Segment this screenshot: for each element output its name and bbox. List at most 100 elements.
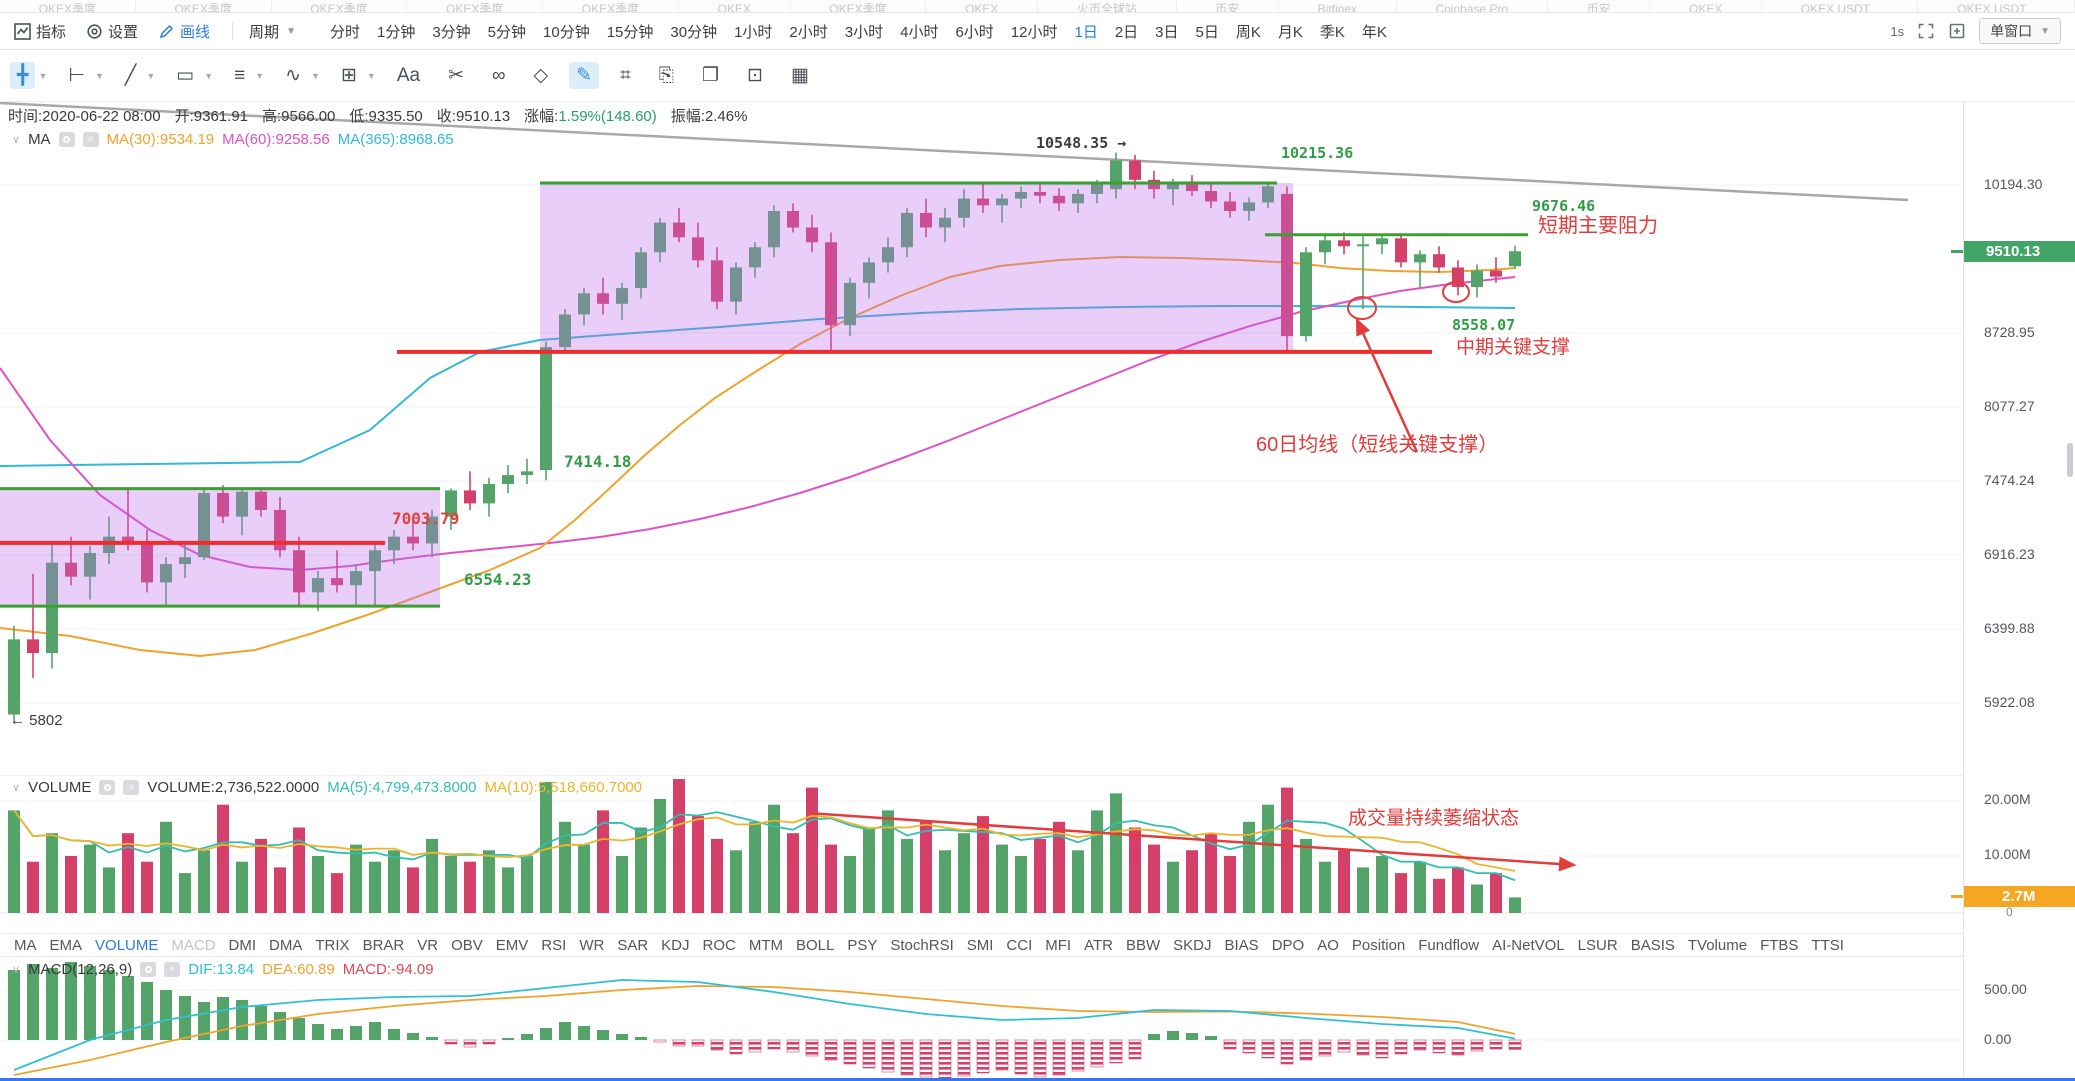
timeframe-5日[interactable]: 5日	[1195, 23, 1219, 41]
exchange-tab[interactable]: OKEX	[926, 0, 1039, 12]
indicator-tab-MTM[interactable]: MTM	[748, 936, 783, 954]
delete-tool-icon[interactable]: ▦	[790, 65, 809, 86]
timeframe-3小时[interactable]: 3小时	[844, 23, 884, 41]
indicator-tab-EMA[interactable]: EMA	[49, 936, 83, 954]
indicator-button[interactable]: 指标	[14, 21, 66, 42]
exchange-tab[interactable]: OKEX	[679, 0, 791, 12]
timeframe-2小时[interactable]: 2小时	[789, 23, 828, 41]
legend-gear-icon[interactable]	[58, 132, 75, 147]
crosshair-tool-icon[interactable]: ╋	[10, 62, 36, 89]
timeframe-6小时[interactable]: 6小时	[955, 23, 994, 41]
macd-chart[interactable]	[0, 957, 1963, 1078]
indicator-tab-TTSI[interactable]: TTSI	[1811, 936, 1844, 954]
indicator-tab-MACD[interactable]: MACD	[171, 936, 216, 954]
indicator-tab-StochRSI[interactable]: StochRSI	[890, 936, 954, 954]
axis-scrollbar-thumb[interactable]	[2067, 443, 2073, 477]
timeframe-15分钟[interactable]: 15分钟	[606, 23, 654, 41]
exchange-tab[interactable]: OKEX季度	[791, 0, 927, 12]
indicator-tab-Fundflow[interactable]: Fundflow	[1418, 936, 1480, 954]
legend-gear-icon[interactable]	[140, 962, 157, 977]
timeframe-2日[interactable]: 2日	[1114, 23, 1139, 41]
legend-close-icon[interactable]: ×	[82, 132, 99, 147]
link-tool-icon[interactable]: ∞	[491, 65, 506, 86]
timeframe-分时[interactable]: 分时	[329, 23, 360, 41]
indicator-tab-WR[interactable]: WR	[579, 936, 605, 954]
parallel-lines-tool-icon[interactable]: ≡	[234, 65, 246, 86]
shape-tool-icon[interactable]: ◇	[533, 65, 549, 86]
draw-button[interactable]: 画线	[158, 21, 210, 42]
indicator-tab-BOLL[interactable]: BOLL	[796, 936, 835, 954]
period-dropdown[interactable]: 周期 ▼	[249, 21, 296, 42]
exchange-tab[interactable]: Bitfinex	[1279, 0, 1397, 12]
segment-tool-icon[interactable]: ⊢	[68, 65, 85, 86]
exchange-tab[interactable]: OKEX季度	[0, 0, 136, 12]
indicator-tab-VR[interactable]: VR	[417, 936, 439, 954]
timeframe-年K[interactable]: 年K	[1361, 23, 1387, 41]
exchange-tab[interactable]: OKEX季度	[407, 0, 544, 12]
chevron-down-icon[interactable]: ▼	[255, 70, 265, 81]
position-grid-tool-icon[interactable]: ⊞	[340, 65, 357, 86]
indicator-tab-BASIS[interactable]: BASIS	[1630, 936, 1675, 954]
chevron-down-icon[interactable]: ▼	[38, 70, 48, 81]
rectangle-tool-icon[interactable]: ▭	[176, 65, 195, 86]
indicator-tab-CCI[interactable]: CCI	[1006, 936, 1033, 954]
chevron-down-icon[interactable]: ▼	[204, 70, 214, 81]
indicator-tab-BRAR[interactable]: BRAR	[362, 936, 405, 954]
indicator-tab-AO[interactable]: AO	[1317, 936, 1339, 954]
copy-tool-icon[interactable]: ❐	[701, 65, 720, 86]
trendline-tool-icon[interactable]: ╱	[124, 65, 137, 86]
indicator-tab-LSUR[interactable]: LSUR	[1577, 936, 1618, 954]
timeframe-4小时[interactable]: 4小时	[900, 23, 939, 41]
indicator-tab-EMV[interactable]: EMV	[495, 936, 529, 954]
exchange-tab[interactable]: OKEX USDT...	[1762, 0, 1919, 12]
legend-close-icon[interactable]: ×	[123, 780, 140, 795]
legend-close-icon[interactable]: ×	[164, 962, 181, 977]
legend-gear-icon[interactable]	[99, 780, 116, 795]
timeframe-1小时[interactable]: 1小时	[734, 23, 773, 41]
paste-tool-icon[interactable]: ⎘	[658, 65, 674, 86]
price-chart[interactable]	[0, 102, 1963, 775]
indicator-tab-BIAS[interactable]: BIAS	[1224, 936, 1259, 954]
bottom-scroll-bar[interactable]	[0, 1078, 2075, 1081]
indicator-tab-TVolume[interactable]: TVolume	[1687, 936, 1748, 954]
timeframe-3分钟[interactable]: 3分钟	[432, 23, 471, 41]
indicator-tab-AI-NetVOL[interactable]: AI-NetVOL	[1492, 936, 1565, 954]
chevron-down-icon[interactable]: ▼	[94, 70, 104, 81]
text-tool-icon[interactable]: Aa	[396, 65, 421, 86]
add-window-icon[interactable]	[1948, 22, 1966, 40]
exchange-tab[interactable]: 币安	[1177, 0, 1279, 12]
timeframe-1分钟[interactable]: 1分钟	[376, 23, 416, 41]
timeframe-季K[interactable]: 季K	[1319, 23, 1345, 41]
wave-tool-icon[interactable]: ∿	[285, 65, 302, 86]
indicator-tab-KDJ[interactable]: KDJ	[661, 936, 690, 954]
indicator-tab-FTBS[interactable]: FTBS	[1760, 936, 1799, 954]
indicator-tab-ATR[interactable]: ATR	[1084, 936, 1113, 954]
indicator-tab-Position[interactable]: Position	[1351, 936, 1406, 954]
indicator-tab-SAR[interactable]: SAR	[617, 936, 649, 954]
indicator-tab-ROC[interactable]: ROC	[702, 936, 736, 954]
indicator-tab-MA[interactable]: MA	[14, 936, 37, 954]
settings-button[interactable]: 设置	[86, 21, 138, 42]
pencil-tool-icon[interactable]: ✎	[569, 62, 600, 89]
fullscreen-icon[interactable]	[1917, 22, 1935, 40]
exchange-tab[interactable]: OKEX	[1650, 0, 1763, 12]
indicator-tab-PSY[interactable]: PSY	[847, 936, 878, 954]
exchange-tab[interactable]: OKEX USDT...	[1918, 0, 2075, 12]
indicator-tab-VOLUME[interactable]: VOLUME	[95, 936, 159, 954]
timeframe-月K[interactable]: 月K	[1277, 23, 1303, 41]
chevron-down-icon[interactable]: ▼	[311, 70, 320, 81]
exchange-tab[interactable]: Coinbase Pro	[1397, 0, 1548, 12]
indicator-tab-DMA[interactable]: DMA	[269, 936, 303, 954]
exchange-tab[interactable]: 火币全球站	[1038, 0, 1177, 12]
timeframe-周K[interactable]: 周K	[1235, 23, 1261, 41]
timeframe-30分钟[interactable]: 30分钟	[670, 23, 718, 41]
chevron-down-icon[interactable]: ▼	[366, 70, 376, 81]
exchange-tab[interactable]: OKEX季度	[543, 0, 679, 12]
indicator-tab-SMI[interactable]: SMI	[966, 936, 994, 954]
timeframe-12小时[interactable]: 12小时	[1010, 23, 1058, 41]
indicator-tab-RSI[interactable]: RSI	[541, 936, 567, 954]
timeframe-10分钟[interactable]: 10分钟	[543, 23, 590, 41]
timeframe-3日[interactable]: 3日	[1155, 23, 1179, 41]
indicator-tab-DPO[interactable]: DPO	[1271, 936, 1305, 954]
chevron-down-icon[interactable]: ▼	[146, 70, 156, 81]
